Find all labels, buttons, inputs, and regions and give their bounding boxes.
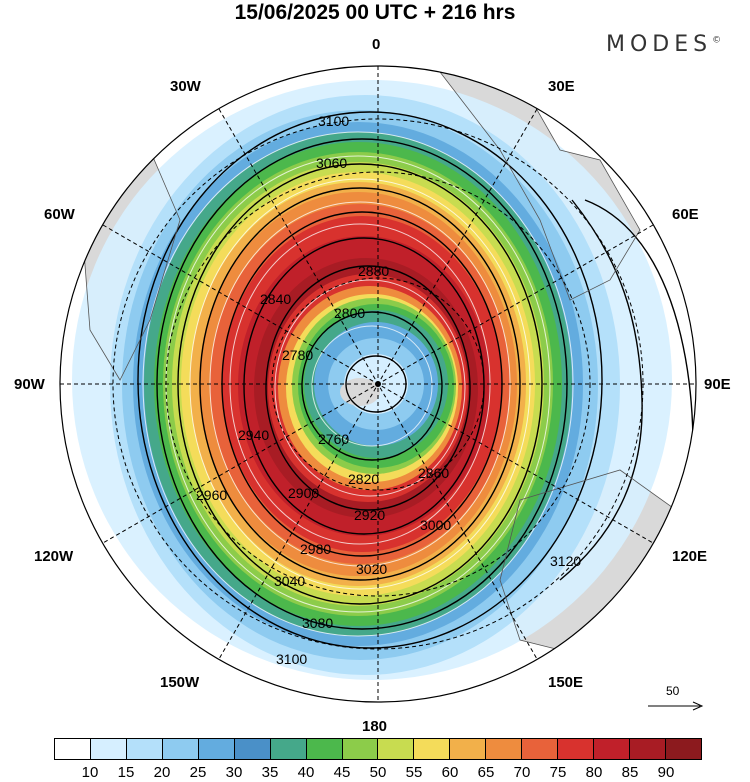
colorbar-tick-label: 20 [153,764,171,781]
colorbar-tick-label: 75 [549,764,567,781]
contour-label: 3080 [302,615,333,631]
colorbar-swatch [486,739,523,759]
colorbar-swatch [198,739,235,759]
colorbar-swatch [522,739,559,759]
contour-label: 2840 [260,291,291,307]
colorbar-swatch [665,739,701,759]
lon-label-120e: 120E [672,548,708,565]
lon-label-150w: 150W [160,674,200,691]
colorbar-swatch [126,739,163,759]
lon-label-90e: 90E [704,376,731,393]
contour-label: 3000 [420,517,451,533]
contour-labels: 3100 3100 3080 3060 3040 3020 3000 2980 … [196,113,581,667]
contour-label: 2920 [354,507,385,523]
colorbar-tick-label: 60 [441,764,459,781]
brand-logo: MODES© [606,32,721,57]
colorbar-tick-label: 10 [81,764,99,781]
contour-label: 2780 [282,347,313,363]
contour-label: 2880 [358,263,389,279]
colorbar-tick-label: 50 [369,764,387,781]
contour-label: 2900 [288,485,319,501]
lon-label-0: 0 [372,36,381,53]
colorbar-tick-label: 35 [261,764,279,781]
contour-label: 3020 [356,561,387,577]
contour-label: 3040 [274,573,305,589]
contour-label: 3100 [276,651,307,667]
copyright-mark: © [712,35,722,46]
contour-label: 2960 [196,487,227,503]
colorbar-tick-label: 55 [405,764,423,781]
lon-label-90w: 90W [14,376,45,393]
colorbar-swatch [342,739,379,759]
lon-label-60e: 60E [672,206,699,223]
lon-label-30e: 30E [548,78,575,95]
colorbar-tick-label: 45 [333,764,351,781]
colorbar-swatch [90,739,127,759]
colorbar-tick-label: 40 [297,764,315,781]
brand-text: MODES [606,32,713,57]
colorbar-swatch [306,739,343,759]
colorbar-tick-label: 30 [225,764,243,781]
colorbar-swatch [55,739,91,759]
colorbar-swatch [630,739,666,759]
lon-label-60w: 60W [44,206,75,223]
contour-label: 3060 [316,155,347,171]
colorbar-tick-label: 90 [657,764,675,781]
colorbar-tick-label: 85 [621,764,639,781]
lon-label-120w: 120W [34,548,74,565]
colorbar-tick-label: 70 [513,764,531,781]
lon-label-180: 180 [362,718,388,735]
contour-label: 2980 [300,541,331,557]
colorbar-swatch [270,739,307,759]
colorbar-swatch [162,739,199,759]
contour-label: 2800 [334,305,365,321]
colorbar-swatch [378,739,415,759]
contour-label: 2860 [418,465,449,481]
contour-label: 2940 [238,427,269,443]
colorbar-swatch [594,739,630,759]
lon-label-150e: 150E [548,674,584,691]
colorbar-tick-label: 80 [585,764,603,781]
colorbar-swatch [234,739,271,759]
colorbar [54,738,702,760]
lon-label-30w: 30W [170,78,201,95]
wind-speed-field [60,66,696,702]
contour-label: 2760 [318,431,349,447]
contour-label: 3120 [550,553,581,569]
colorbar-swatch [414,739,451,759]
colorbar-tick-label: 15 [117,764,135,781]
contour-label: 2820 [348,471,379,487]
map-boundary [59,65,697,703]
colorbar-tick-label: 65 [477,764,495,781]
reference-vector-value: 50 [666,684,680,698]
map-title: 15/06/2025 00 UTC + 216 hrs [234,1,516,24]
colorbar-tick-label: 25 [189,764,207,781]
colorbar-swatch [558,739,595,759]
south-pole-marker [375,381,381,387]
colorbar-swatch [450,739,487,759]
contour-label: 3100 [318,113,349,129]
